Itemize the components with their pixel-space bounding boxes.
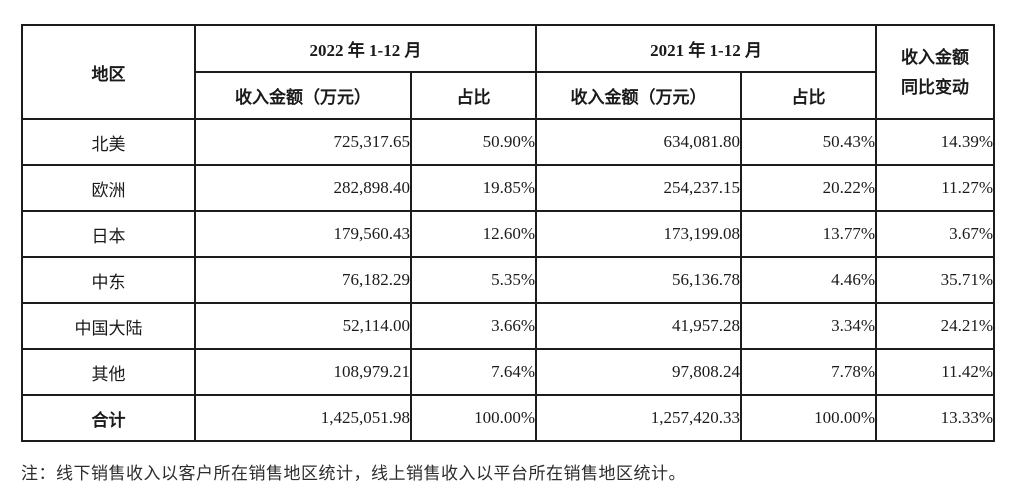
table-row-total: 合计 1,425,051.98 100.00% 1,257,420.33 100… <box>21 394 996 442</box>
header-region: 地区 <box>21 24 196 120</box>
share-2021: 13.77% <box>740 210 878 258</box>
share-2021: 50.43% <box>740 118 878 166</box>
share-2021: 4.46% <box>740 256 878 304</box>
total-share-2022: 100.00% <box>409 394 538 442</box>
region-name: 欧洲 <box>21 164 196 212</box>
revenue-2022: 282,898.40 <box>194 164 412 212</box>
region-name: 北美 <box>21 118 196 166</box>
yoy-change: 35.71% <box>875 256 996 304</box>
table-row-europe: 欧洲 282,898.40 19.85% 254,237.15 20.22% 1… <box>21 164 996 212</box>
header-revenue-2022: 收入金额（万元） <box>194 71 412 120</box>
revenue-2021: 254,237.15 <box>535 164 743 212</box>
revenue-2021: 97,808.24 <box>535 348 743 396</box>
revenue-2022: 76,182.29 <box>194 256 412 304</box>
header-period-2021: 2021 年 1-12 月 <box>535 24 878 73</box>
header-yoy-change: 收入金额 同比变动 <box>875 24 996 120</box>
share-2021: 3.34% <box>740 302 878 350</box>
total-yoy-change: 13.33% <box>875 394 996 442</box>
header-share-2022: 占比 <box>409 71 538 120</box>
share-2021: 20.22% <box>740 164 878 212</box>
revenue-2021: 56,136.78 <box>535 256 743 304</box>
share-2022: 12.60% <box>409 210 538 258</box>
yoy-change: 11.42% <box>875 348 996 396</box>
total-revenue-2021: 1,257,420.33 <box>535 394 743 442</box>
table-row-mainland-china: 中国大陆 52,114.00 3.66% 41,957.28 3.34% 24.… <box>21 302 996 350</box>
table-row-other: 其他 108,979.21 7.64% 97,808.24 7.78% 11.4… <box>21 348 996 396</box>
yoy-change: 24.21% <box>875 302 996 350</box>
revenue-2021: 634,081.80 <box>535 118 743 166</box>
region-name: 日本 <box>21 210 196 258</box>
revenue-2022: 108,979.21 <box>194 348 412 396</box>
total-label: 合计 <box>21 394 196 442</box>
revenue-2022: 725,317.65 <box>194 118 412 166</box>
share-2022: 3.66% <box>409 302 538 350</box>
region-name: 中国大陆 <box>21 302 196 350</box>
table-row-north-america: 北美 725,317.65 50.90% 634,081.80 50.43% 1… <box>21 118 996 166</box>
revenue-by-region-table: 地区 2022 年 1-12 月 2021 年 1-12 月 收入金额 同比变动… <box>21 24 996 442</box>
header-yoy-line2: 同比变动 <box>901 77 970 97</box>
header-revenue-2021: 收入金额（万元） <box>535 71 743 120</box>
revenue-2022: 179,560.43 <box>194 210 412 258</box>
table-footnote: 注：线下销售收入以客户所在销售地区统计，线上销售收入以平台所在销售地区统计。 <box>21 464 686 483</box>
table-row-middle-east: 中东 76,182.29 5.35% 56,136.78 4.46% 35.71… <box>21 256 996 304</box>
yoy-change: 14.39% <box>875 118 996 166</box>
header-share-2021: 占比 <box>740 71 878 120</box>
share-2022: 7.64% <box>409 348 538 396</box>
region-name: 中东 <box>21 256 196 304</box>
revenue-2022: 52,114.00 <box>194 302 412 350</box>
region-name: 其他 <box>21 348 196 396</box>
total-share-2021: 100.00% <box>740 394 878 442</box>
yoy-change: 11.27% <box>875 164 996 212</box>
share-2022: 50.90% <box>409 118 538 166</box>
table-row-japan: 日本 179,560.43 12.60% 173,199.08 13.77% 3… <box>21 210 996 258</box>
share-2022: 5.35% <box>409 256 538 304</box>
total-revenue-2022: 1,425,051.98 <box>194 394 412 442</box>
yoy-change: 3.67% <box>875 210 996 258</box>
revenue-2021: 41,957.28 <box>535 302 743 350</box>
share-2021: 7.78% <box>740 348 878 396</box>
header-yoy-line1: 收入金额 <box>901 47 970 67</box>
share-2022: 19.85% <box>409 164 538 212</box>
revenue-2021: 173,199.08 <box>535 210 743 258</box>
header-period-2022: 2022 年 1-12 月 <box>193 24 538 73</box>
